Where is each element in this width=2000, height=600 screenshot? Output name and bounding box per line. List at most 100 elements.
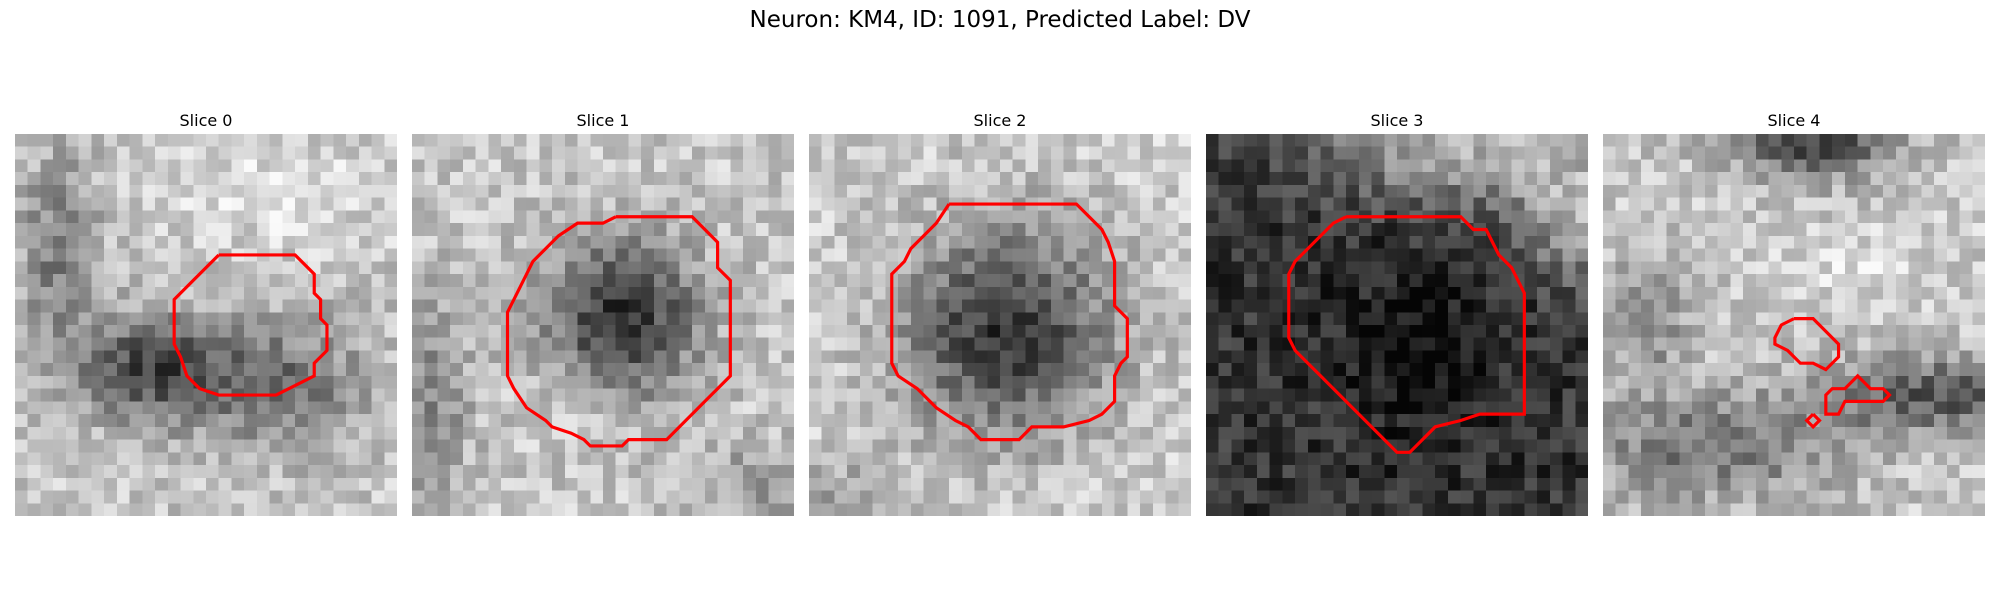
- pixel: [218, 350, 232, 364]
- pixel: [1511, 172, 1525, 186]
- pixel: [1946, 184, 1960, 198]
- pixel: [526, 477, 540, 491]
- pixel: [859, 477, 873, 491]
- pixel: [53, 439, 67, 453]
- pixel: [577, 401, 591, 415]
- pixel: [1218, 248, 1232, 262]
- pixel: [1447, 299, 1461, 313]
- pixel: [1012, 363, 1026, 377]
- pixel: [346, 426, 360, 440]
- pixel: [755, 197, 769, 211]
- pixel: [1946, 337, 1960, 351]
- pixel: [1320, 325, 1334, 338]
- pixel: [1781, 363, 1795, 377]
- pixel: [730, 210, 744, 224]
- pixel: [501, 401, 515, 415]
- pixel: [1178, 197, 1191, 211]
- pixel: [679, 503, 693, 516]
- pixel: [1206, 172, 1219, 186]
- pixel: [320, 490, 334, 504]
- pixel: [1384, 337, 1398, 351]
- pixel: [1794, 363, 1807, 377]
- pixel: [1603, 159, 1616, 173]
- pixel: [1755, 261, 1769, 275]
- pixel: [1282, 248, 1296, 262]
- pixel: [1397, 388, 1410, 402]
- pixel: [1140, 490, 1154, 504]
- pixel: [577, 299, 591, 313]
- pixel: [730, 350, 744, 364]
- pixel: [1486, 465, 1500, 479]
- pixel: [307, 414, 321, 428]
- pixel: [1025, 477, 1039, 491]
- pixel: [27, 223, 41, 237]
- pixel: [1038, 426, 1052, 440]
- pixel: [987, 363, 1001, 377]
- pixel: [384, 465, 397, 479]
- pixel: [167, 363, 181, 377]
- pixel: [104, 401, 118, 415]
- pixel: [307, 477, 321, 491]
- pixel: [1883, 439, 1897, 453]
- pixel: [1101, 325, 1115, 338]
- pixel: [1218, 299, 1232, 313]
- pixel: [1435, 401, 1449, 415]
- pixel: [755, 465, 769, 479]
- pixel: [282, 439, 296, 453]
- pixel: [1178, 146, 1191, 160]
- pixel: [898, 465, 912, 479]
- pixel: [116, 503, 130, 516]
- pixel: [91, 299, 105, 313]
- pixel: [1178, 503, 1191, 516]
- pixel: [1781, 172, 1795, 186]
- pixel: [898, 350, 912, 364]
- pixel: [129, 312, 143, 326]
- pixel: [641, 401, 655, 415]
- pixel: [679, 197, 693, 211]
- pixel: [346, 401, 360, 415]
- pixel: [1844, 503, 1858, 516]
- pixel: [692, 261, 706, 275]
- pixel: [1282, 197, 1296, 211]
- pixel: [475, 414, 489, 428]
- pixel: [743, 274, 757, 288]
- pixel: [1346, 452, 1360, 466]
- pixel: [1358, 274, 1372, 288]
- pixel: [1743, 452, 1757, 466]
- pixel: [1679, 477, 1693, 491]
- pixel: [936, 134, 950, 147]
- pixel: [821, 452, 835, 466]
- pixel: [295, 286, 309, 300]
- pixel: [256, 134, 270, 147]
- pixel: [1152, 388, 1166, 402]
- pixel: [781, 299, 794, 313]
- pixel: [450, 248, 464, 262]
- pixel: [129, 223, 143, 237]
- pixel: [1921, 401, 1935, 415]
- pixel: [768, 363, 782, 377]
- pixel: [1537, 426, 1551, 440]
- pixel: [1063, 286, 1077, 300]
- pixel: [1921, 465, 1935, 479]
- pixel: [1628, 465, 1642, 479]
- pixel: [15, 401, 28, 415]
- pixel: [193, 503, 207, 516]
- pixel: [488, 274, 502, 288]
- pixel: [40, 159, 54, 173]
- pixel: [1692, 401, 1706, 415]
- pixel: [653, 184, 667, 198]
- pixel: [1435, 159, 1449, 173]
- pixel: [1870, 490, 1884, 504]
- pixel: [1946, 452, 1960, 466]
- pixel: [1256, 261, 1270, 275]
- pixel: [1295, 172, 1309, 186]
- pixel: [1870, 312, 1884, 326]
- pixel: [1768, 439, 1782, 453]
- pixel: [475, 426, 489, 440]
- pixel: [1883, 452, 1897, 466]
- pixel: [821, 325, 835, 338]
- pixel: [1460, 159, 1474, 173]
- pixel: [15, 146, 28, 160]
- pixel: [1282, 388, 1296, 402]
- pixel: [65, 312, 79, 326]
